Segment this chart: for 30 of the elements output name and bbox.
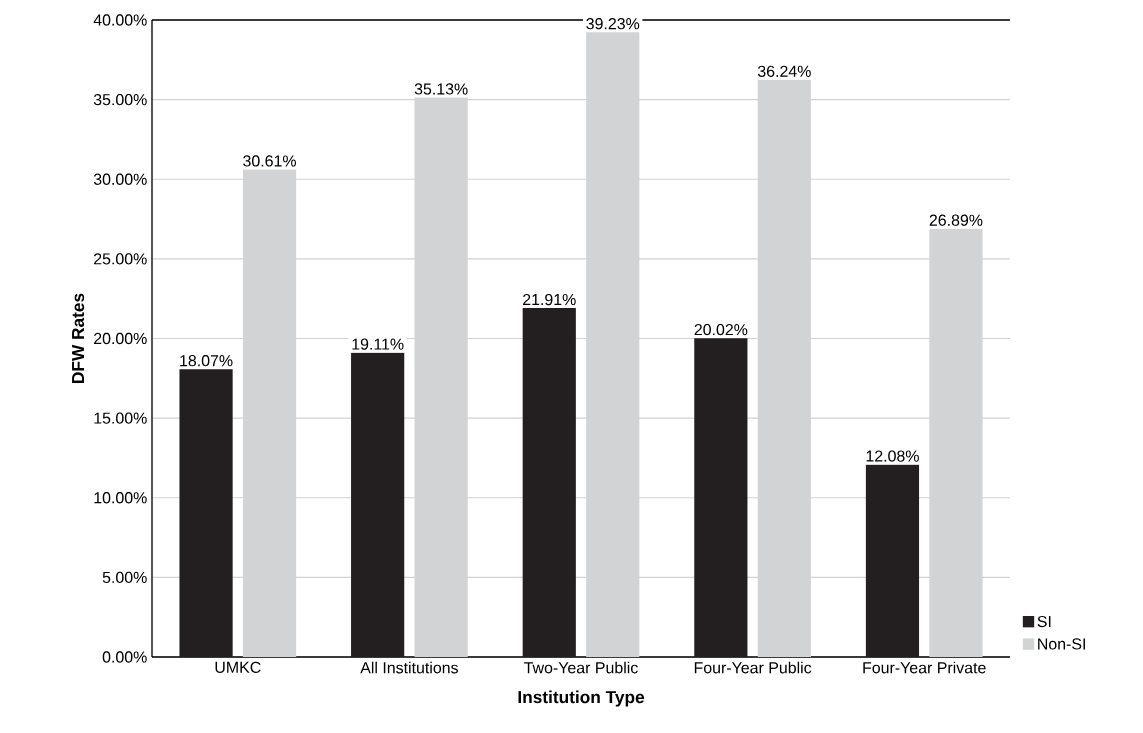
bar — [865, 464, 920, 657]
legend-label: Non-SI — [1038, 638, 1085, 650]
data-label: 30.61% — [243, 155, 296, 167]
y-tick-label: 40.00% — [93, 14, 147, 26]
legend-label: SI — [1037, 615, 1051, 628]
y-axis-title: DFW Rates — [72, 293, 85, 383]
data-label: 20.02% — [694, 323, 748, 336]
x-tick-label: UMKC — [215, 661, 261, 673]
y-tick-label: 20.00% — [94, 332, 147, 345]
data-label: 21.91% — [523, 293, 576, 306]
x-axis-title: Institution Type — [518, 690, 645, 707]
y-tick-label: 25.00% — [94, 253, 147, 265]
bar — [694, 338, 748, 657]
data-label: 35.13% — [414, 83, 468, 95]
data-label: 12.08% — [866, 450, 919, 462]
y-tick-label: 15.00% — [94, 412, 147, 424]
data-label: 36.24% — [757, 65, 811, 77]
y-tick-label: 10.00% — [94, 492, 147, 504]
y-tick-label: 30.00% — [93, 173, 147, 185]
x-tick-label: Four-Year Public — [694, 661, 812, 674]
data-label: 39.23% — [586, 18, 640, 30]
x-tick-label: All Institutions — [360, 661, 458, 674]
y-tick-label: 0.00% — [102, 651, 147, 663]
y-tick-label: 35.00% — [93, 93, 147, 106]
data-label: 19.11% — [352, 338, 404, 350]
y-tick-label: 5.00% — [102, 571, 147, 584]
x-tick-label: Two-Year Public — [524, 661, 638, 674]
data-label: 18.07% — [180, 355, 233, 367]
data-label: 26.89% — [929, 214, 983, 226]
x-tick-label: Four-Year Private — [863, 661, 986, 674]
